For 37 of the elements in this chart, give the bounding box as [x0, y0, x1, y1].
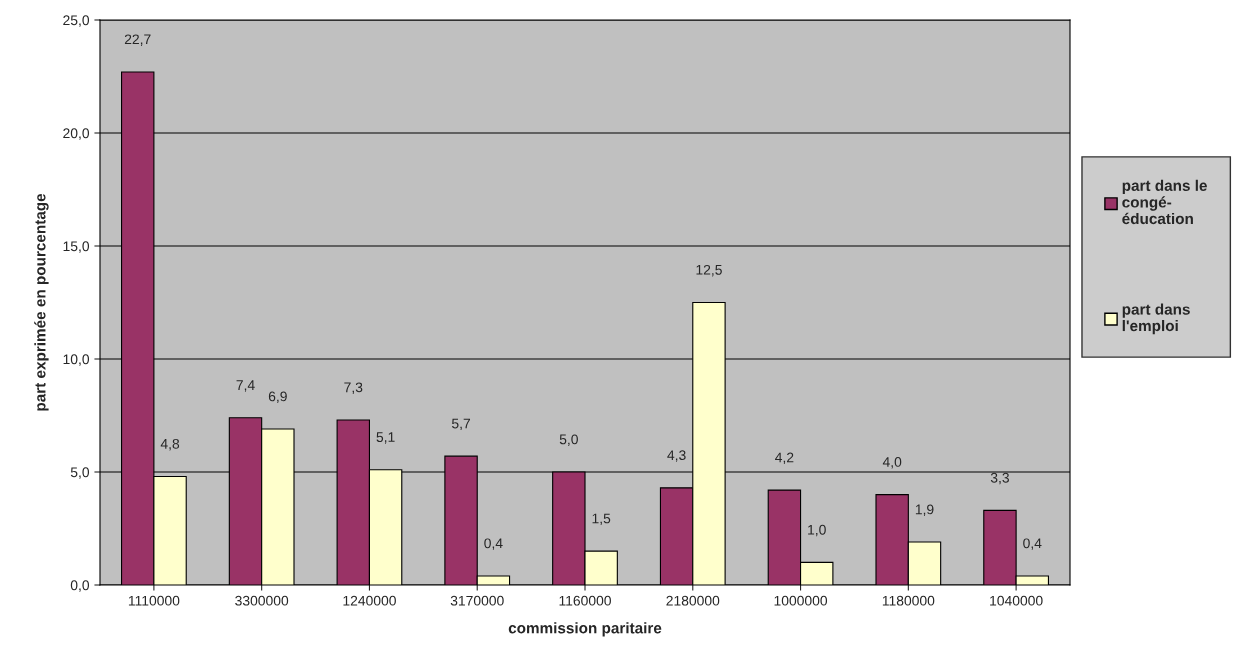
- x-tick-label: 3170000: [450, 595, 504, 606]
- x-axis-title: commission paritaire: [508, 622, 662, 637]
- y-tick-label: 5,0: [70, 467, 90, 479]
- x-tick-label: 1240000: [343, 595, 396, 606]
- x-tick-label: 1110000: [128, 595, 180, 606]
- data-label: 4,2: [775, 452, 794, 464]
- data-label: 3,3: [990, 472, 1009, 485]
- data-label: 12,5: [696, 264, 722, 277]
- data-label: 4,3: [667, 450, 686, 462]
- y-tick-label: 20,0: [63, 128, 90, 140]
- legend-label: part dans l'emploi: [1122, 303, 1190, 335]
- data-label: 0,4: [1023, 538, 1042, 550]
- x-tick-label: 2180000: [666, 595, 720, 606]
- x-tick-label: 1180000: [882, 595, 935, 606]
- data-label: 4,0: [882, 457, 902, 469]
- x-tick-label: 1040000: [990, 595, 1043, 606]
- x-tick-label: 3300000: [235, 595, 289, 606]
- legend-label: part dans le congé-éducation: [1122, 179, 1207, 225]
- data-label: 7,4: [236, 380, 255, 392]
- data-label: 5,7: [451, 418, 471, 431]
- x-tick-label: 1160000: [559, 595, 611, 606]
- x-tick-label: 1000000: [774, 595, 828, 606]
- data-label: 22,7: [124, 34, 151, 46]
- y-tick-label: 15,0: [63, 241, 90, 253]
- data-label: 4,8: [160, 438, 180, 451]
- data-label: 1,9: [915, 504, 934, 516]
- data-label: 7,3: [344, 382, 363, 394]
- y-tick-label: 10,0: [63, 354, 90, 366]
- data-label: 0,4: [484, 538, 503, 550]
- data-label: 1,5: [592, 513, 611, 525]
- data-label: 5,0: [559, 434, 578, 446]
- data-label: 6,9: [268, 391, 287, 403]
- y-axis-title: part exprimée en pourcentage: [34, 193, 49, 411]
- y-tick-label: 25,0: [63, 15, 90, 27]
- data-label: 1,0: [808, 524, 826, 537]
- data-label: 5,1: [376, 432, 395, 444]
- y-tick-label: 0,0: [70, 580, 90, 592]
